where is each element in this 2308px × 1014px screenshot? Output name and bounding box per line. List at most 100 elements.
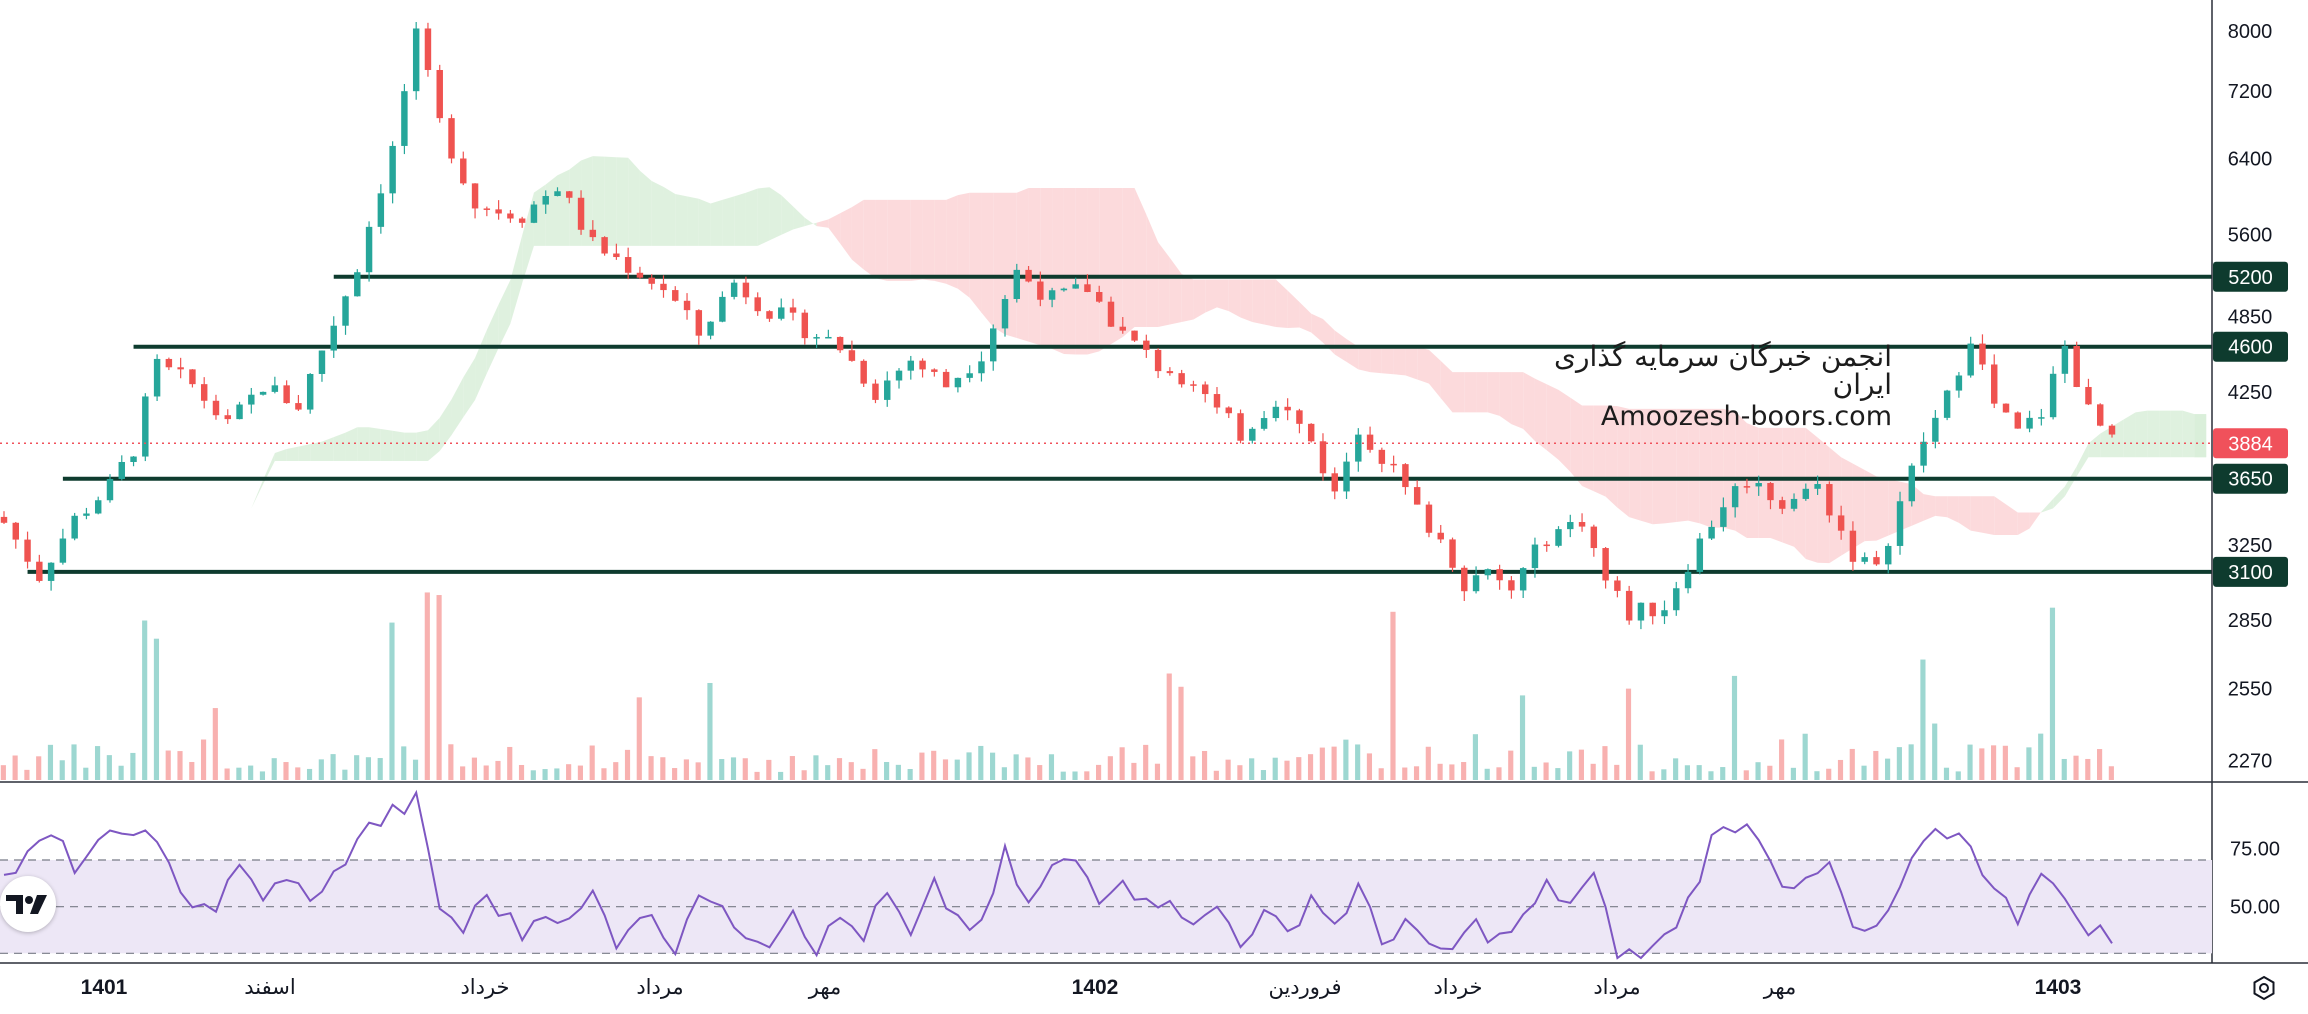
volume-bar (2002, 745, 2008, 780)
volume-bar (1225, 759, 1231, 780)
candle-body (884, 380, 891, 400)
cloud-segment (1358, 346, 1371, 373)
candle-body (177, 367, 184, 370)
volume-bar (707, 682, 713, 780)
volume-bar (495, 760, 501, 780)
volume-bar (1555, 768, 1561, 780)
cloud-segment (1534, 378, 1547, 451)
volume-bar (1567, 751, 1573, 780)
volume-bar (1107, 756, 1113, 780)
cloud-segment (557, 169, 570, 246)
rsi-pane: 75.00 50.00 (0, 789, 2280, 960)
candle-body (424, 28, 432, 70)
candle-body (1543, 544, 1550, 547)
volume-bar (1366, 753, 1373, 780)
volume-bar (142, 620, 148, 780)
price-tick-label: 2270 (2228, 751, 2273, 773)
volume-bar (377, 758, 383, 780)
candle-body (648, 277, 655, 284)
cloud-segment (310, 441, 322, 462)
candle-body (719, 296, 726, 322)
candle-body (94, 500, 102, 514)
price-tick-label: 7200 (2228, 81, 2273, 103)
time-label: فروردین (1268, 976, 1341, 999)
volume-bar (1095, 764, 1102, 780)
volume-bar (271, 758, 277, 780)
cloud-segment (1158, 242, 1170, 327)
cloud-segment (357, 427, 370, 462)
cloud-segment (922, 199, 935, 281)
cloud-segment (274, 449, 287, 462)
tradingview-logo-icon[interactable] (0, 876, 56, 932)
candle-body (860, 360, 867, 384)
cloud-segment (1923, 494, 1936, 521)
volume-bar (1602, 746, 1608, 780)
settings-hexagon-icon[interactable] (2250, 974, 2278, 1002)
cloud-segment (651, 181, 664, 246)
cloud-segment (1205, 279, 1217, 313)
price-tick-label: 4250 (2228, 382, 2273, 404)
cloud-segment (510, 235, 523, 324)
cloud-segment (2053, 486, 2065, 509)
candle-body (919, 360, 926, 370)
cloud-segment (427, 417, 440, 462)
candle-body (1001, 298, 1009, 329)
volume-bar (660, 757, 666, 780)
candle-body (1190, 384, 1197, 386)
volume-bar (648, 756, 654, 780)
cloud-segment (1629, 408, 1641, 521)
candle-body (1402, 464, 1409, 488)
cloud-segment (2123, 412, 2136, 458)
candle-body (1755, 483, 1762, 487)
cloud-segment (2194, 414, 2207, 458)
cloud-segment (946, 195, 958, 289)
cloud-segment (1582, 405, 1594, 492)
candle-body (1896, 501, 1904, 546)
volume-bar (1025, 757, 1031, 780)
cloud-segment (840, 207, 852, 260)
candle-body (1178, 373, 1185, 385)
volume-bar (1296, 757, 1302, 780)
volume-bar (1649, 771, 1655, 780)
candle-body (872, 383, 879, 400)
level-tag-text-3100: 3100 (2228, 562, 2273, 584)
cloud-segment (1782, 427, 1795, 547)
volume-bar (895, 764, 901, 780)
volume-bar (2108, 766, 2114, 780)
cloud-segment (1428, 349, 1441, 399)
candlestick-series (0, 21, 2116, 630)
candle-body (2038, 417, 2045, 419)
cloud-segment (698, 198, 711, 246)
cloud-segment (2182, 410, 2195, 458)
cloud-segment (1958, 496, 1971, 531)
cloud-segment (722, 196, 735, 246)
cloud-segment (1370, 346, 1382, 374)
candle-body (1661, 610, 1668, 617)
cloud-segment (639, 170, 652, 246)
volume-bar (1190, 756, 1196, 780)
volume-bar (1508, 750, 1514, 780)
candle-body (966, 373, 973, 378)
volume-bar (719, 759, 725, 780)
candle-body (978, 361, 985, 374)
candle-body (83, 513, 90, 516)
candle-body (1955, 375, 1963, 391)
candle-body (907, 360, 915, 371)
cloud-segment (934, 199, 947, 284)
volume-bar (318, 759, 324, 780)
volume-bar (1861, 765, 1867, 780)
watermark-english: Amoozesh-boors.com (1600, 401, 1892, 432)
volume-bar (36, 756, 42, 780)
cloud-segment (1817, 437, 1830, 564)
cloud-segment (1617, 406, 1630, 518)
volume-bar (1037, 765, 1043, 780)
candle-body (342, 296, 349, 326)
candle-body (813, 337, 820, 339)
candle-body (990, 328, 997, 362)
volume-bar (471, 757, 477, 780)
volume-bar (1260, 770, 1267, 780)
watermark-persian: انجمن خبرگان سرمایه گذاری ایران (1554, 340, 1892, 401)
rsi-tick-label: 75.00 (2230, 838, 2280, 860)
candle-body (1979, 343, 1986, 365)
volume-bar (1873, 750, 1879, 780)
